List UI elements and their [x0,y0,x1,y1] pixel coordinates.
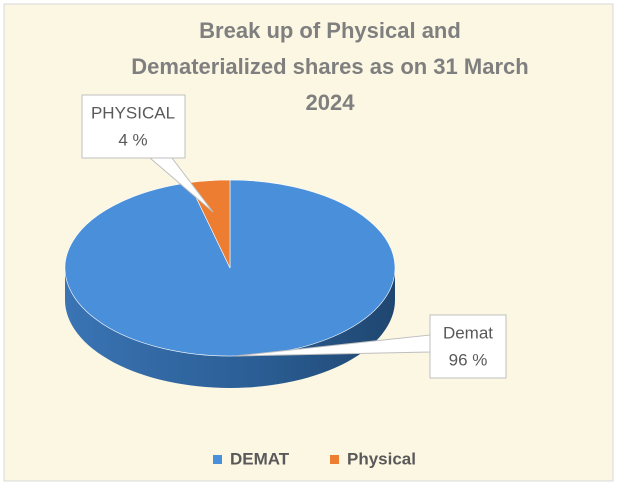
slice-side [65,268,395,388]
legend: DEMAT Physical [213,449,416,468]
legend-label: Physical [347,449,416,468]
data-label: 4 % [118,130,147,149]
chart-title: Break up of Physical and [199,18,461,43]
legend-label: DEMAT [230,449,290,468]
legend-swatch [330,455,339,464]
data-label-name: PHYSICAL [91,103,175,122]
chart-title: 2024 [306,90,356,115]
data-label-name: Demat [443,323,493,342]
callout-box [81,94,186,159]
legend-swatch [213,455,222,464]
pie [64,179,396,388]
callout-box [429,314,507,379]
data-label: 96 % [449,350,488,369]
chart-title: Dematerialized shares as on 31 March [131,54,528,79]
